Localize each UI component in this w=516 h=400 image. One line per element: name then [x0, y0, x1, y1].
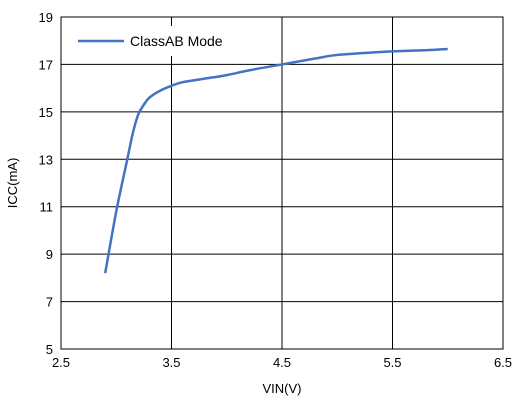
x-tick-label: 3.5 [162, 355, 180, 370]
y-tick-label: 9 [46, 247, 53, 262]
series-line [103, 47, 448, 274]
x-tick-label: 2.5 [52, 355, 70, 370]
tick-labels: 2.5 3.5 4.5 5.5 6.5 5 7 9 11 13 15 17 19 [39, 10, 513, 370]
x-tick-label: 6.5 [494, 355, 512, 370]
y-tick-label: 11 [40, 200, 54, 215]
y-axis-title: ICC(mA) [5, 158, 20, 209]
y-tick-label: 5 [46, 342, 53, 357]
x-tick-label: 5.5 [383, 355, 401, 370]
x-tick-label: 4.5 [273, 355, 291, 370]
legend: ClassAB Mode [68, 26, 254, 56]
x-axis-title: VIN(V) [263, 381, 302, 396]
y-tick-label: 19 [39, 10, 53, 25]
y-tick-label: 17 [39, 57, 53, 72]
y-tick-label: 7 [46, 295, 53, 310]
y-tick-label: 13 [39, 152, 53, 167]
legend-label: ClassAB Mode [130, 33, 223, 49]
plot-area [60, 16, 504, 350]
y-tick-label: 15 [39, 105, 53, 120]
series-layer [103, 47, 448, 274]
grid-lines [61, 17, 503, 349]
